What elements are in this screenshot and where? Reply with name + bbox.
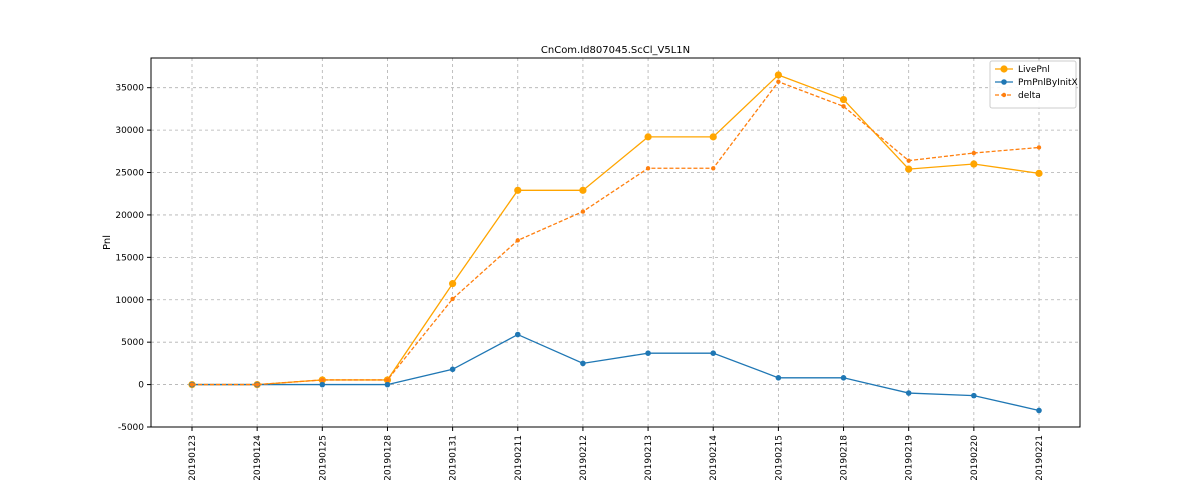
data-point: [579, 186, 587, 194]
data-point: [450, 296, 455, 302]
series-line: [192, 333, 1040, 412]
series-LivePnl: [188, 71, 1043, 389]
data-point: [384, 381, 391, 388]
legend-swatch-marker: [1000, 65, 1008, 73]
y-tick-label: 15000: [115, 253, 144, 263]
x-tick-label: 20190123: [188, 435, 198, 480]
y-tick-label: 20000: [115, 211, 144, 221]
y-tick-label: 10000: [115, 296, 144, 306]
data-point: [710, 350, 717, 357]
x-tick-label: 20190219: [905, 435, 915, 480]
legend-label: PmPnlByInitX: [1018, 78, 1078, 88]
data-point: [1036, 145, 1042, 150]
y-tick-label: 30000: [115, 126, 144, 136]
y-tick-label: 0: [138, 381, 144, 391]
series-line: [192, 74, 1040, 386]
plot-frame: [150, 57, 1081, 428]
data-point: [319, 381, 326, 388]
x-tick-label: 20190213: [644, 435, 654, 480]
data-point: [644, 133, 652, 141]
data-point: [580, 360, 586, 367]
data-point: [905, 165, 913, 173]
data-point: [515, 238, 520, 243]
data-point: [385, 377, 390, 383]
data-point: [711, 166, 716, 171]
y-axis-label: Pnl: [102, 235, 113, 250]
data-point: [971, 392, 977, 399]
x-tick-label: 20190124: [253, 435, 263, 480]
data-point: [320, 377, 325, 383]
y-tick-label: 35000: [115, 84, 144, 94]
data-point: [906, 158, 911, 163]
data-point: [841, 104, 846, 109]
data-point: [1036, 407, 1042, 414]
chart-title: CnCom.Id807045.ScCl_V5L1N: [541, 45, 690, 56]
data-point: [514, 331, 521, 338]
data-point: [645, 166, 651, 171]
data-point: [775, 375, 782, 381]
data-point: [905, 390, 912, 396]
data-point: [580, 209, 586, 214]
legend-swatch-marker: [1001, 92, 1007, 98]
x-tick-label: 20190215: [774, 435, 784, 480]
series-delta: [189, 79, 1042, 387]
data-point: [449, 366, 456, 373]
x-tick-label: 20190214: [709, 435, 719, 480]
data-point: [254, 382, 260, 387]
data-point: [514, 186, 522, 194]
legend-swatch-marker: [1001, 79, 1007, 85]
legend-box: [989, 60, 1077, 109]
y-tick-label: 25000: [115, 169, 144, 179]
x-tick-label: 20190128: [383, 435, 393, 480]
data-point: [776, 79, 781, 84]
data-point: [189, 382, 195, 387]
axes: -5000 0 5000 10000 15000 20000 25000 30000 35000…: [115, 84, 1045, 480]
grid: [151, 58, 1080, 428]
data-point: [839, 95, 848, 104]
data-point: [709, 133, 717, 141]
data-point: [971, 150, 977, 156]
legend: LivePnl PmPnlByInitX delta: [989, 60, 1078, 109]
legend-label: delta: [1018, 91, 1041, 101]
series-line: [192, 80, 1040, 386]
x-tick-label: 20190131: [449, 435, 459, 480]
data-point: [645, 350, 651, 357]
data-point: [449, 280, 457, 288]
x-tick-label: 20190218: [840, 435, 850, 480]
data-point: [774, 71, 782, 79]
x-tick-label: 20190211: [514, 435, 524, 480]
series-PmPnlByInitX: [189, 331, 1042, 414]
x-tick-label: 20190220: [970, 435, 980, 480]
y-tick-label: -5000: [118, 423, 144, 433]
data-point: [840, 375, 847, 381]
x-tick-label: 20190212: [579, 435, 589, 480]
data-point: [970, 160, 978, 168]
legend-label: LivePnl: [1018, 65, 1050, 75]
y-tick-label: 5000: [121, 338, 144, 348]
series-layer: [188, 71, 1043, 414]
data-point: [1035, 169, 1043, 177]
x-tick-label: 20190221: [1035, 435, 1045, 480]
x-tick-label: 20190125: [318, 435, 328, 480]
